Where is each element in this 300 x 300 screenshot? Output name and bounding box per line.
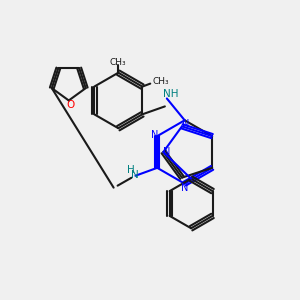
Text: N: N	[151, 130, 158, 140]
Text: N: N	[163, 147, 170, 157]
Text: NH: NH	[163, 88, 178, 98]
Text: N: N	[182, 119, 190, 129]
Text: H: H	[127, 165, 134, 175]
Text: O: O	[67, 100, 75, 110]
Text: CH₃: CH₃	[152, 77, 169, 86]
Text: CH₃: CH₃	[110, 58, 127, 67]
Text: N: N	[130, 170, 138, 180]
Text: N: N	[181, 183, 188, 193]
